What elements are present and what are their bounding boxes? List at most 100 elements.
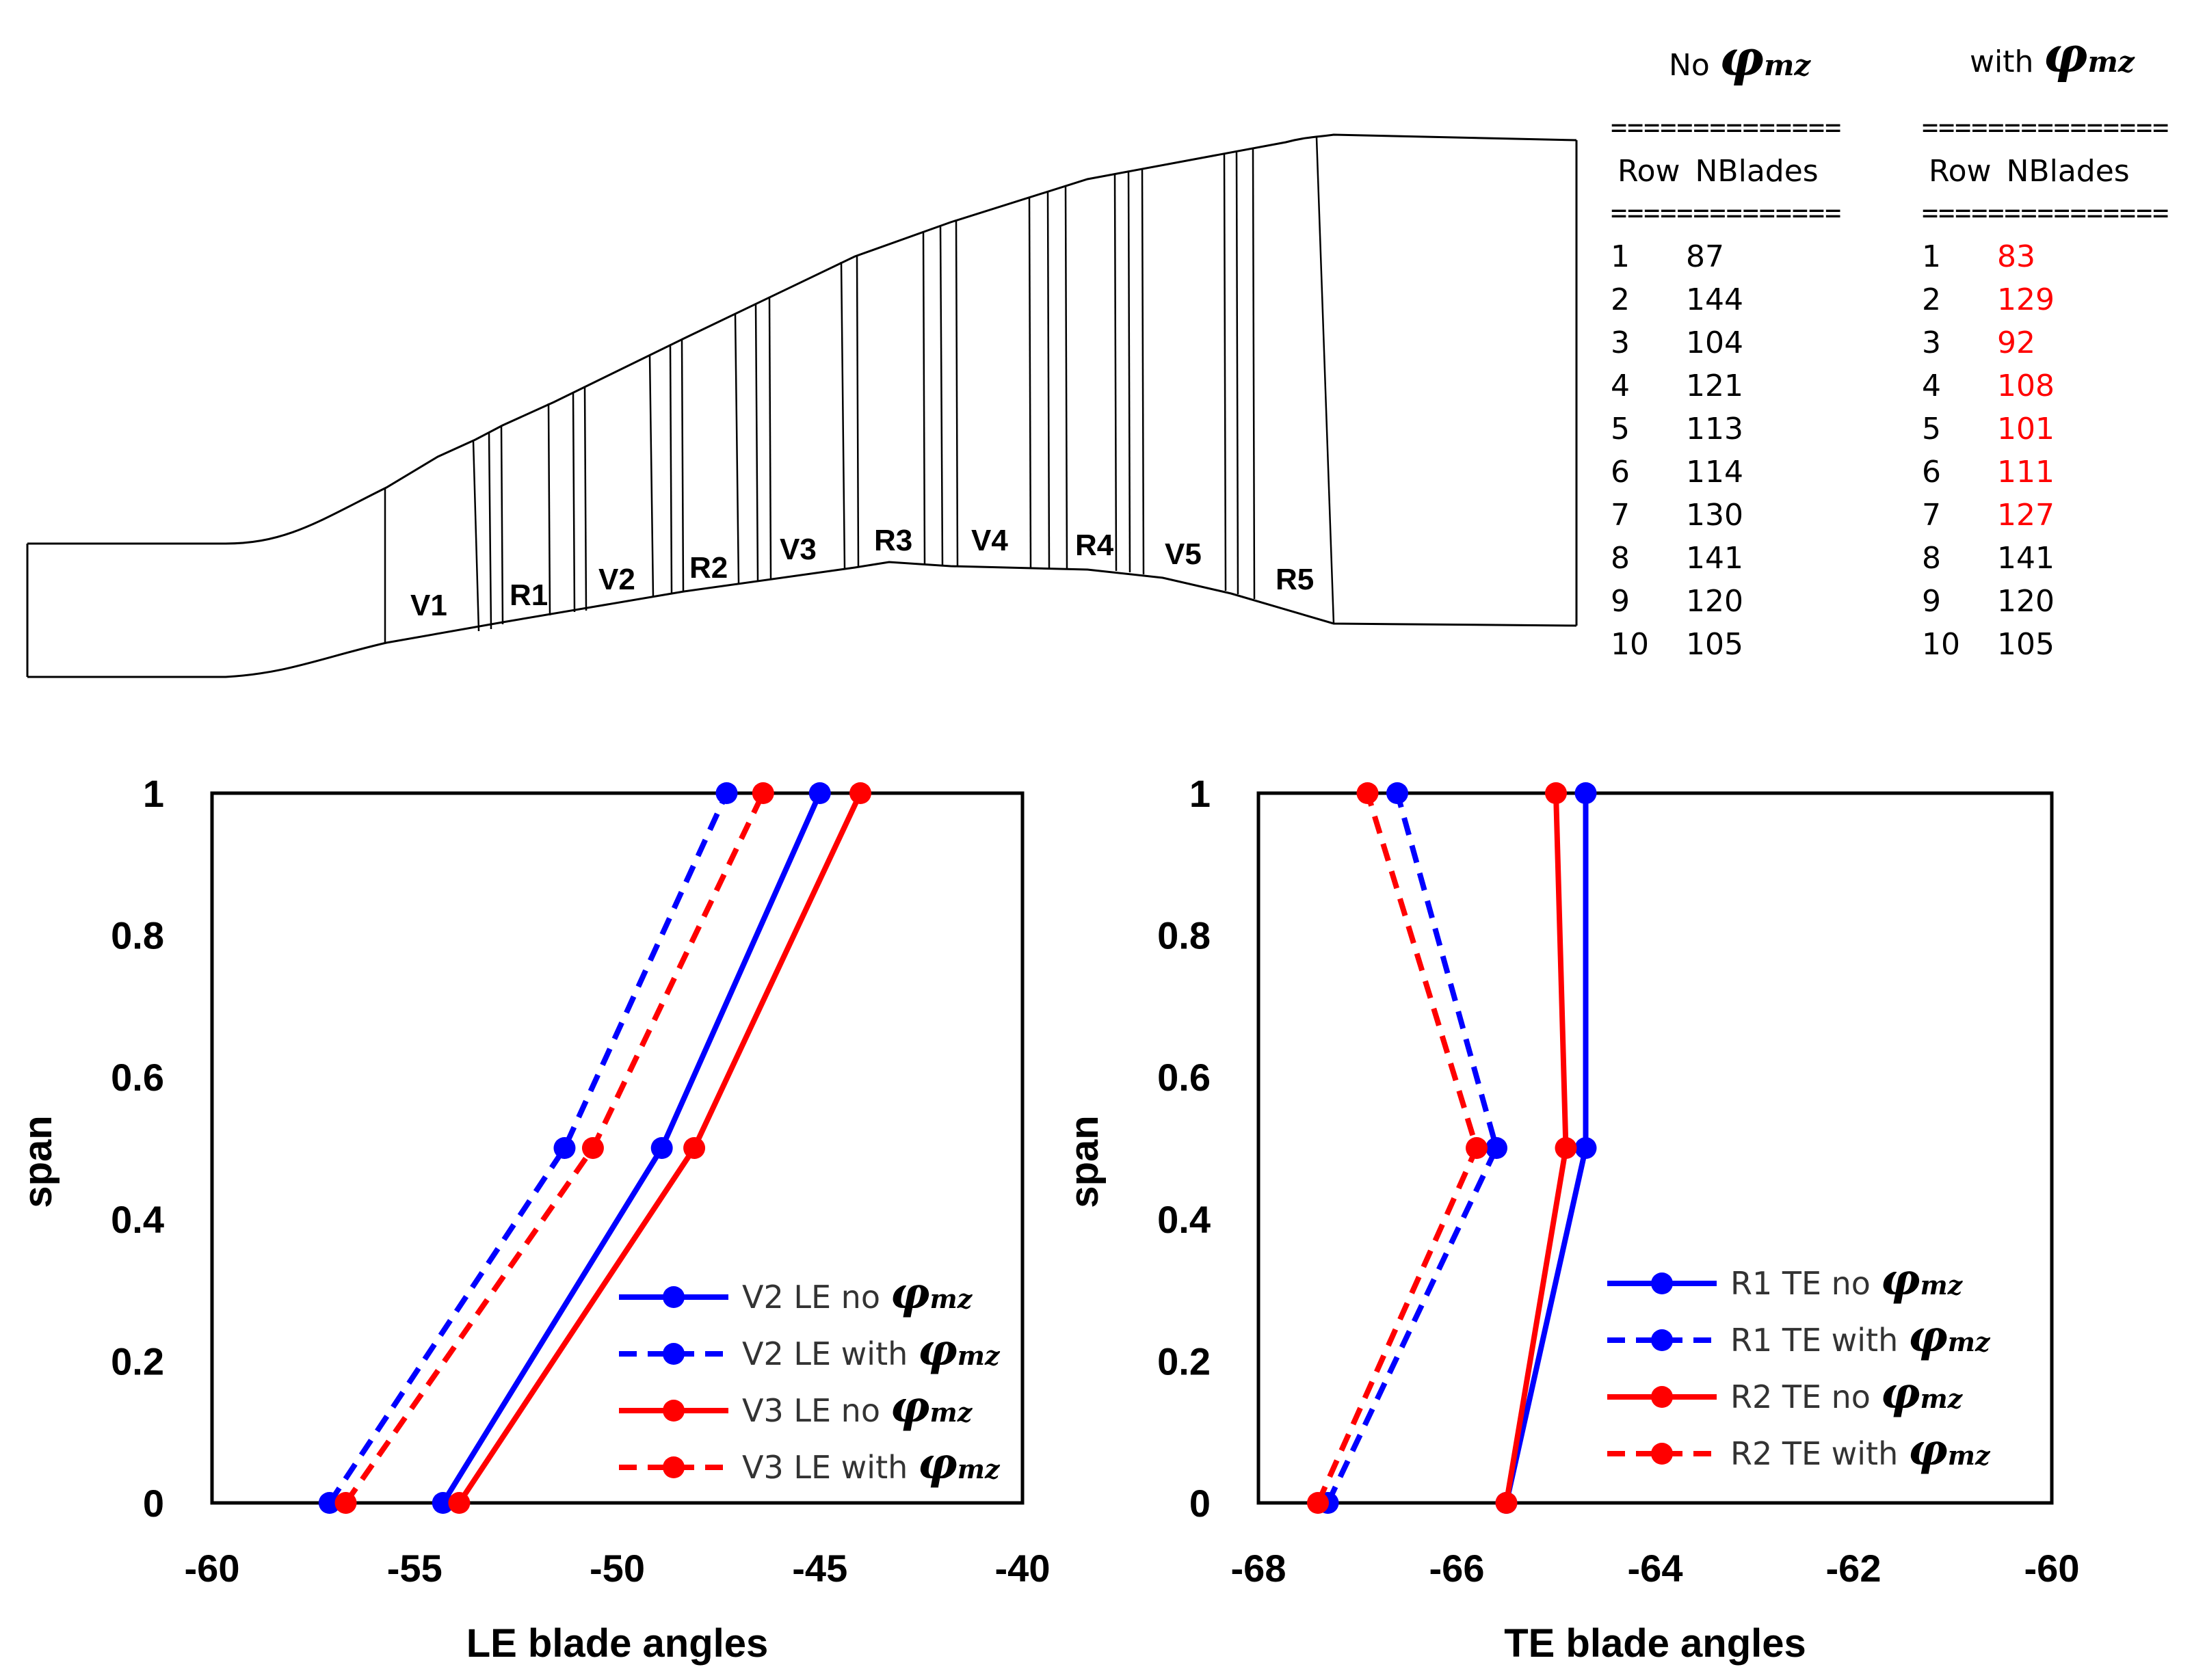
blade-count: 114 xyxy=(1686,455,1743,490)
blade-count: 129 xyxy=(1997,282,2055,317)
row-number: 10 xyxy=(1922,627,1960,662)
legend-marker xyxy=(663,1456,685,1478)
data-point xyxy=(1386,782,1408,804)
legend-marker xyxy=(1651,1386,1673,1408)
blade-count: 141 xyxy=(1686,541,1743,576)
x-axis-title: LE blade angles xyxy=(466,1621,769,1666)
y-tick-label: 0 xyxy=(143,1482,164,1525)
data-point xyxy=(1495,1492,1518,1514)
data-point xyxy=(1356,782,1379,804)
series-v3-le-with xyxy=(334,782,774,1514)
row-label-v4: V4 xyxy=(971,524,1008,557)
legend-marker xyxy=(663,1400,685,1422)
legend-label: R1 TE no φmz xyxy=(1730,1254,1964,1305)
blade-count: 113 xyxy=(1686,412,1743,446)
y-tick-label: 0.2 xyxy=(1157,1339,1211,1383)
row-number: 2 xyxy=(1611,282,1630,317)
data-point xyxy=(1466,1137,1488,1159)
legend-entry: R1 TE with φmz xyxy=(1607,1311,1991,1362)
row-label-r5: R5 xyxy=(1276,563,1314,596)
x-tick-label: -66 xyxy=(1429,1547,1485,1590)
table-title: with φmz xyxy=(1970,25,2135,83)
table-row: 1 83 xyxy=(1922,239,2035,274)
row-number: 7 xyxy=(1611,498,1630,533)
legend-entry: V3 LE no φmz xyxy=(619,1381,973,1432)
table-separator: ============== xyxy=(1611,112,1841,144)
data-point xyxy=(1486,1137,1507,1159)
table-header: Row NBlades xyxy=(1929,154,2130,189)
blade-count: 120 xyxy=(1997,584,2055,619)
row-number: 9 xyxy=(1922,584,1941,619)
table-row: 8 141 xyxy=(1611,541,1743,576)
blade-count: 108 xyxy=(1997,369,2055,403)
plot-frame xyxy=(210,791,1025,1505)
blade-count: 104 xyxy=(1686,325,1743,360)
legend-entry: R2 TE no φmz xyxy=(1607,1368,1964,1419)
y-tick-label: 0.8 xyxy=(111,914,164,957)
row-number: 10 xyxy=(1611,627,1649,662)
y-tick-label: 0.2 xyxy=(111,1339,164,1383)
blade-count-table-with-phi: with φmz =============== Row NBlades ====… xyxy=(1922,25,2169,662)
row-label-v1: V1 xyxy=(410,589,447,622)
te-blade-angle-chart: -68 -66 -64 -62 -60 0 0.2 0.4 0.6 0.8 1 TE blade an… xyxy=(1062,772,2079,1666)
table-separator: ============== xyxy=(1611,198,1841,229)
row-label-v2: V2 xyxy=(598,563,635,596)
x-tick-label: -68 xyxy=(1231,1547,1286,1590)
row-label-r2: R2 xyxy=(689,551,728,585)
table-row: 6 111 xyxy=(1922,455,2055,490)
y-tick-label: 0.4 xyxy=(111,1198,164,1241)
y-tick-label: 0 xyxy=(1189,1482,1211,1525)
data-point xyxy=(849,782,871,804)
row-number: 6 xyxy=(1611,455,1630,490)
table-rows: 1 83 2 129 3 92 4 108 5 101 6 111 7 127 8 141 9 120 10 105 xyxy=(1922,239,2055,662)
table-row: 2 144 xyxy=(1611,282,1743,317)
row-number: 3 xyxy=(1922,325,1941,360)
row-number: 3 xyxy=(1611,325,1630,360)
legend-label: R1 TE with φmz xyxy=(1730,1311,1991,1362)
casing-outline xyxy=(27,133,1577,545)
data-point xyxy=(448,1492,471,1514)
data-point xyxy=(1555,1137,1577,1159)
data-point xyxy=(1307,1492,1329,1514)
legend-label: R2 TE no φmz xyxy=(1730,1368,1964,1419)
legend-label: V2 LE no φmz xyxy=(742,1268,973,1319)
x-tick-label: -62 xyxy=(1826,1547,1881,1590)
table-title: No φmz xyxy=(1669,29,1811,87)
data-point xyxy=(683,1137,706,1159)
row-number: 8 xyxy=(1611,541,1630,576)
row-label-r3: R3 xyxy=(874,524,912,557)
x-tick-label: -64 xyxy=(1628,1547,1683,1590)
table-header: Row NBlades xyxy=(1618,154,1819,189)
data-point xyxy=(334,1492,357,1514)
le-blade-angle-chart: -60 -55 -50 -45 -40 0 0.2 0.4 0.6 0.8 1 LE blade an… xyxy=(16,772,1050,1666)
row-number: 7 xyxy=(1922,498,1941,533)
table-row: 1 87 xyxy=(1611,239,1724,274)
legend-marker xyxy=(663,1343,685,1365)
series-line xyxy=(1325,792,1500,1504)
table-row: 8 141 xyxy=(1922,541,2055,576)
meridional-flowpath: V1 R1 V2 R2 V3 R3 V4 R4 V5 R5 xyxy=(26,133,1578,678)
row-label-v3: V3 xyxy=(780,533,817,566)
table-row: 7 127 xyxy=(1922,498,2055,533)
row-number: 1 xyxy=(1922,239,1941,274)
phi-symbol: φ xyxy=(2043,25,2087,83)
blade-count: 92 xyxy=(1997,325,2035,360)
legend-marker xyxy=(1651,1272,1673,1294)
legend-entry: V2 LE with φmz xyxy=(619,1324,1001,1376)
blade-count: 83 xyxy=(1997,239,2035,274)
blade-count: 121 xyxy=(1686,369,1743,403)
row-label-v5: V5 xyxy=(1165,537,1202,571)
y-tick-label: 0.6 xyxy=(1157,1056,1211,1099)
row-number: 2 xyxy=(1922,282,1941,317)
row-number: 9 xyxy=(1611,584,1630,619)
table-row: 3 92 xyxy=(1922,325,2035,360)
row-number: 6 xyxy=(1922,455,1941,490)
blade-count: 120 xyxy=(1686,584,1743,619)
table-row: 3 104 xyxy=(1611,325,1743,360)
series-line xyxy=(1315,792,1480,1504)
blade-count-table-no-phi: No φmz ============== Row NBlades =======… xyxy=(1611,29,1841,662)
y-axis-title: span xyxy=(1062,1115,1107,1208)
row-number: 5 xyxy=(1922,412,1941,446)
data-point xyxy=(808,782,831,804)
series-r2-te-with xyxy=(1307,782,1488,1514)
